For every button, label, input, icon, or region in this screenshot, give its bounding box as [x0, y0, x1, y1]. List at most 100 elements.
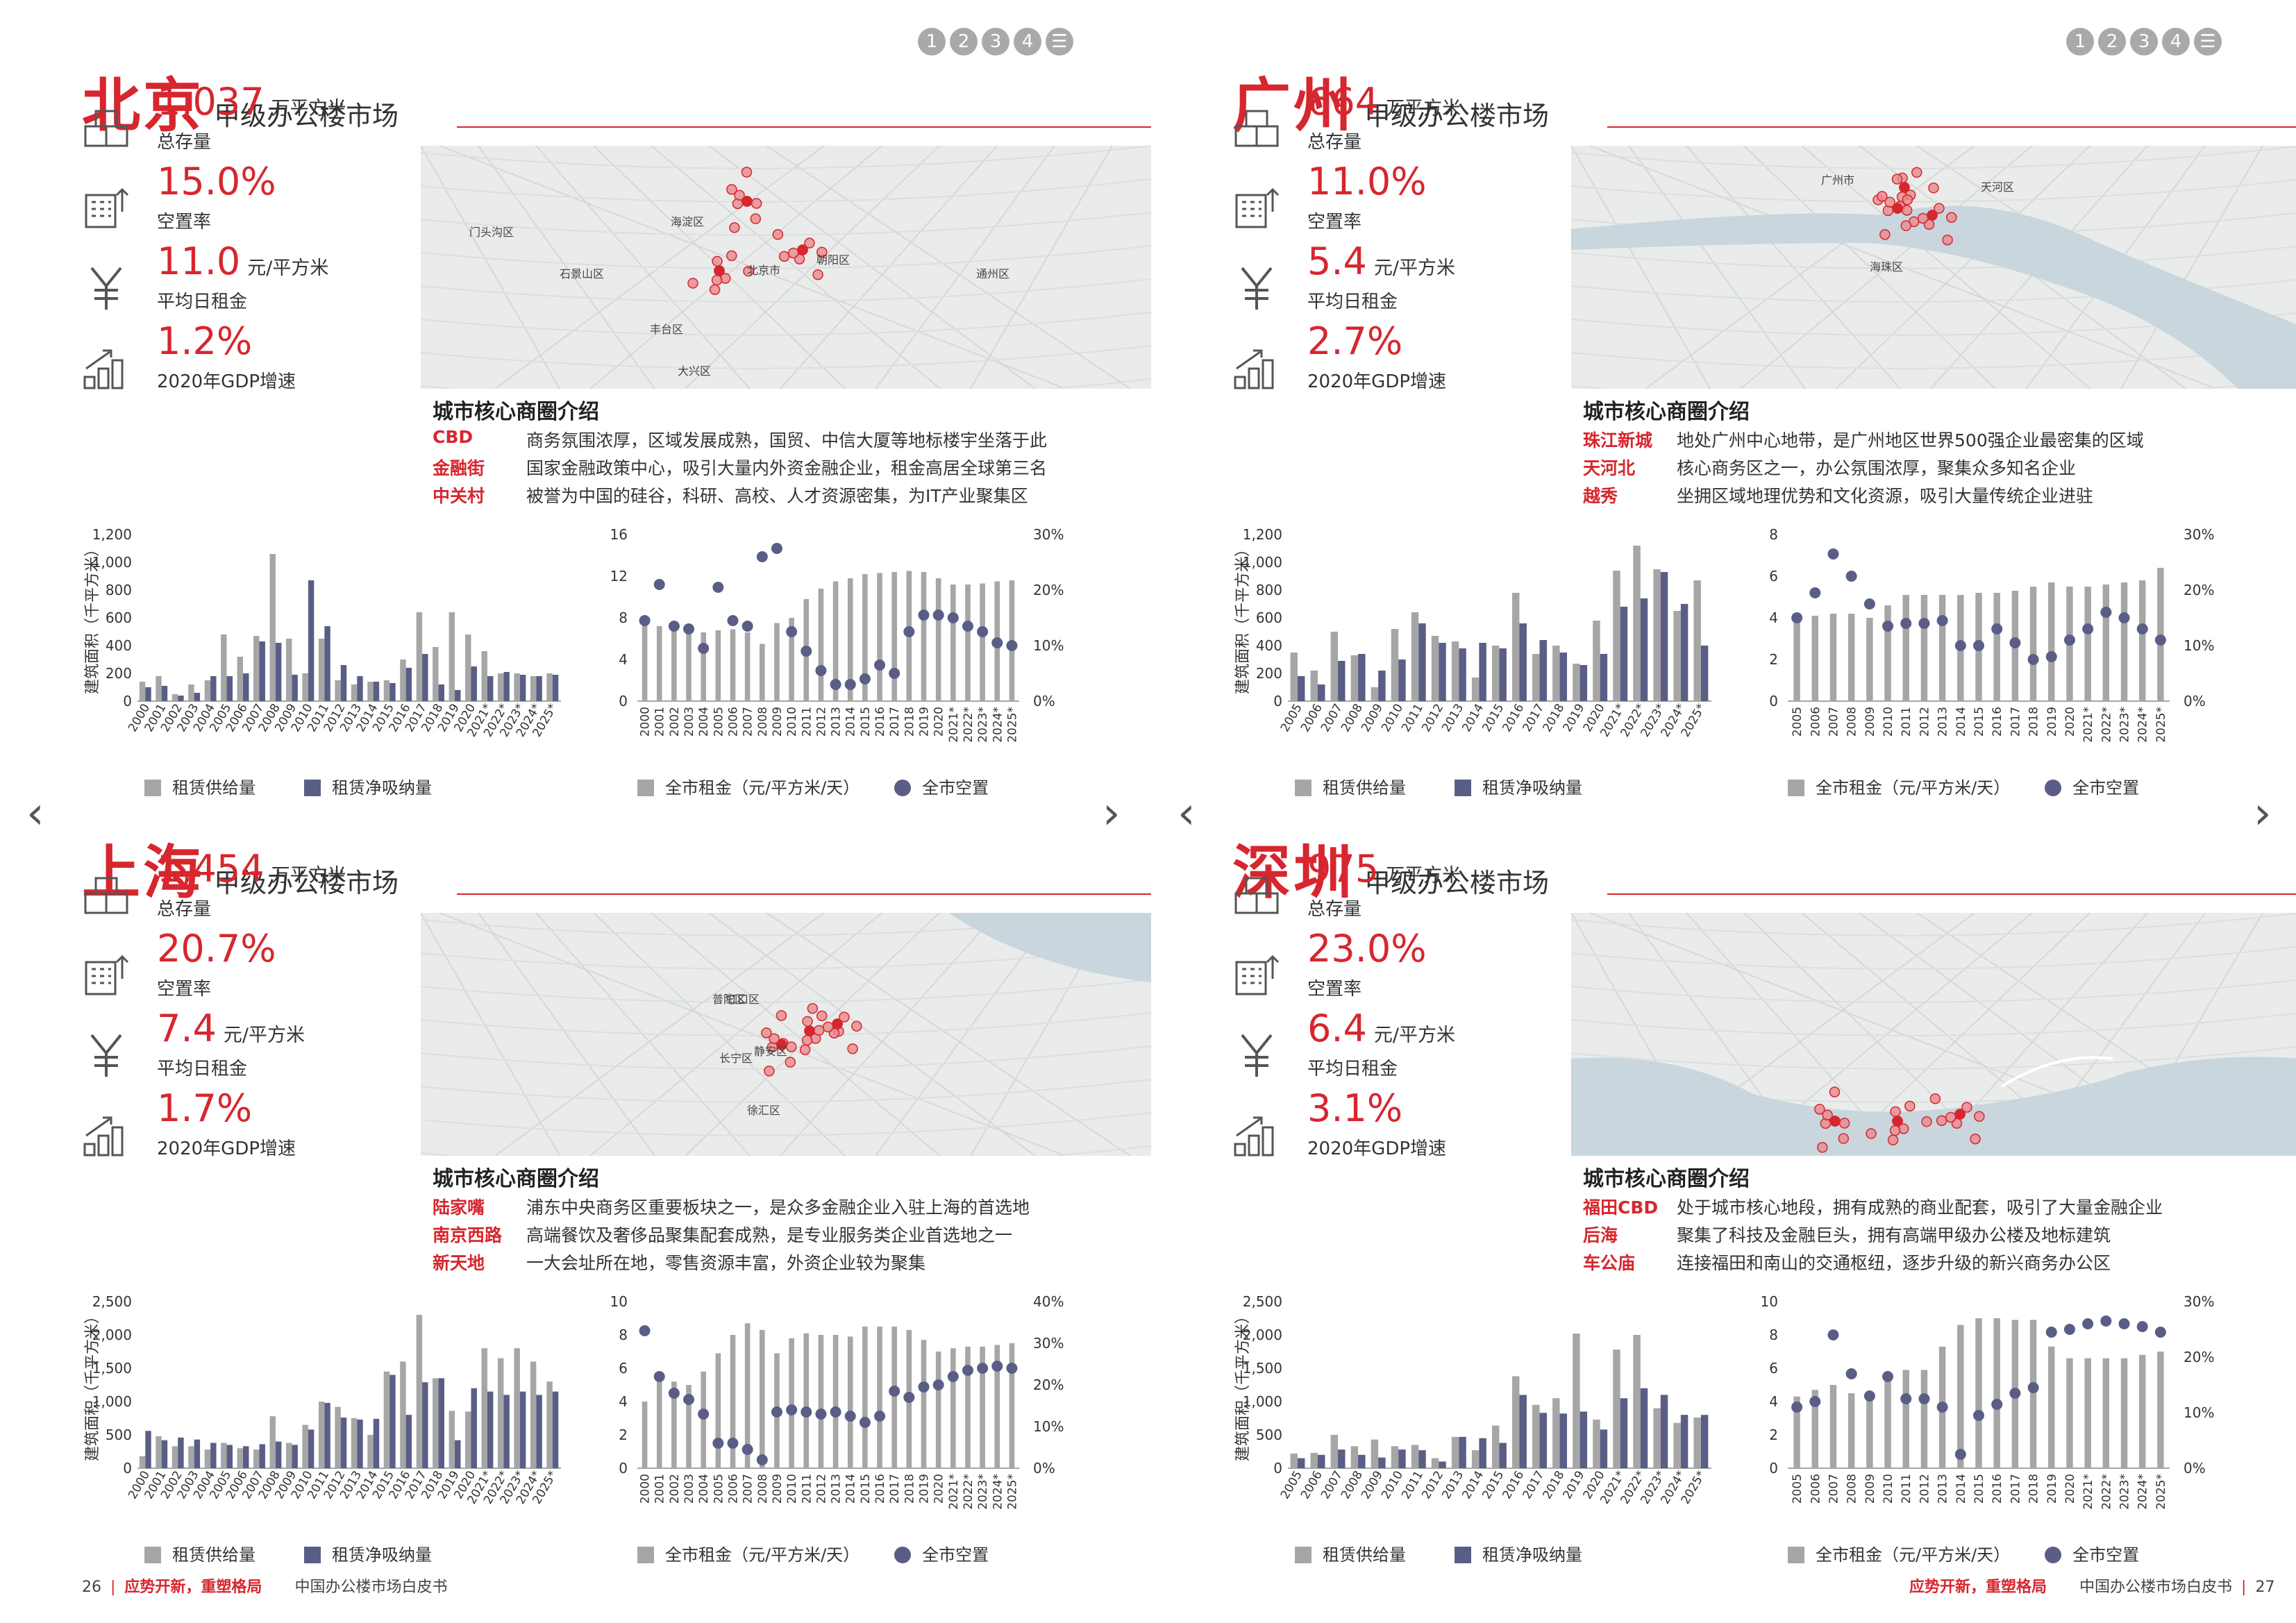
rent-bar	[921, 1340, 927, 1468]
y2-tick-label: 10%	[1033, 1418, 1064, 1435]
stock-value: 975 万平方米	[1307, 850, 1461, 888]
y-tick-label: 1,200	[92, 526, 132, 543]
rent-bar	[686, 633, 692, 701]
city-map: 广州市 天河区 海珠区	[1571, 146, 2296, 389]
chevron-right-icon[interactable]: ›	[1103, 788, 1121, 839]
y-tick-label: 2	[1769, 1427, 1778, 1443]
footer-slogan: 应势开新，重塑格局	[1909, 1579, 2047, 1596]
x-tick-label: 2021*	[947, 1474, 961, 1510]
supply-bar	[1613, 571, 1620, 701]
vacancy-dot	[2082, 623, 2094, 634]
legend-swatch	[637, 1547, 654, 1563]
vacancy-dot	[1006, 640, 1018, 651]
legend-swatch	[637, 780, 654, 796]
legend-label: 全市空置	[2072, 1545, 2140, 1565]
x-tick-label: 2008	[756, 707, 770, 737]
districts-heading: 城市核心商圈介绍	[1583, 400, 1750, 424]
page-dot-4[interactable]: 4	[1014, 28, 1041, 56]
page-dot-3[interactable]: 3	[982, 28, 1009, 56]
y2-tick-label: 30%	[2184, 526, 2214, 543]
supply-bar	[1693, 580, 1701, 701]
chevron-left-icon[interactable]: ‹	[1178, 788, 1196, 839]
vacancy-dot	[1882, 621, 1894, 632]
x-tick-label: 2011	[800, 1474, 814, 1504]
x-tick-label: 2017	[2009, 707, 2022, 737]
rent-bar	[935, 1352, 941, 1468]
absorption-bar	[161, 1440, 168, 1468]
rent-bar	[980, 583, 985, 701]
x-tick-label: 2016	[1991, 1474, 2004, 1504]
chevron-right-icon[interactable]: ›	[2254, 788, 2272, 839]
page-dot-5[interactable]: ☰	[1046, 28, 1073, 56]
district-name: 南京西路	[433, 1225, 503, 1245]
y2-tick-label: 20%	[1033, 582, 1064, 598]
vacancy-number: 20.7%	[157, 927, 276, 970]
supply-bar	[530, 676, 537, 701]
city-name: 上海	[82, 839, 205, 907]
rent-bar	[2120, 1358, 2128, 1468]
page-dot-1[interactable]: 1	[918, 28, 946, 56]
y-tick-label: 600	[106, 609, 132, 626]
rent-bar	[1920, 595, 1928, 701]
legend-label: 租赁供给量	[1323, 1545, 1406, 1565]
vacancy-dot	[889, 668, 900, 679]
rent-bar	[832, 581, 839, 701]
supply-bar	[514, 1348, 520, 1468]
supply-absorption-chart: 05001,0001,5002,0002,500建筑面积（千平方米）200020…	[84, 1293, 561, 1506]
x-tick-label: 2011	[1900, 707, 1913, 737]
vacancy-dot	[962, 621, 973, 632]
rent-bar	[642, 1402, 648, 1468]
supply-bar	[1633, 546, 1641, 701]
x-tick-label: 2009	[771, 1474, 785, 1504]
rent-bar	[950, 585, 956, 701]
page-nav-right[interactable]: 1 2 3 4 ☰	[2066, 28, 2226, 58]
vacancy-dot	[639, 615, 651, 626]
supply-absorption-chart: 02004006008001,0001,200建筑面积（千平方米）2005200…	[1234, 526, 1711, 739]
chevron-left-icon[interactable]: ‹	[26, 788, 44, 839]
supply-bar	[1693, 1418, 1701, 1468]
x-tick-label: 2007	[1827, 707, 1841, 737]
vacancy-dot	[741, 621, 753, 632]
page-dot-1[interactable]: 1	[2066, 28, 2094, 56]
x-tick-label: 2015	[859, 707, 873, 737]
legend-swatch	[1455, 1547, 1471, 1563]
x-tick-label: 2013	[830, 1474, 844, 1504]
supply-bar	[253, 636, 260, 701]
vacancy-dot	[830, 679, 841, 690]
rent-number: 7.4	[157, 1007, 217, 1050]
page-dot-3[interactable]: 3	[2130, 28, 2158, 56]
rent-vacancy-chart: 0 2 4 6 8 10 0% 10% 20% 30% 2005 2006 2007 2008 2009 20…	[1761, 1293, 2215, 1510]
rent-bar	[818, 1335, 824, 1468]
page-dot-2[interactable]: 2	[950, 28, 978, 56]
y-tick-label: 0	[123, 1460, 132, 1477]
x-tick-label: 2018	[2027, 707, 2041, 737]
supply-bar	[302, 673, 308, 701]
absorption-bar	[1700, 1415, 1709, 1468]
vacancy-dot	[1006, 1363, 1018, 1374]
y-axis-label: 建筑面积（千平方米）	[1234, 541, 1252, 694]
district-description: 处于城市核心地段，拥有成熟的商业配套，吸引了大量金融企业	[1677, 1197, 2163, 1218]
page-nav-left[interactable]: 1 2 3 4 ☰	[918, 28, 1078, 58]
page-dot-4[interactable]: 4	[2162, 28, 2190, 56]
page-dot-5[interactable]: ☰	[2194, 28, 2222, 56]
rent-value: 11.0 元/平方米	[157, 243, 328, 280]
y-tick-label: 4	[619, 651, 628, 668]
legend-swatch	[144, 1547, 161, 1563]
gdp-number: 3.1%	[1307, 1086, 1403, 1130]
absorption-bar	[1398, 1449, 1406, 1468]
absorption-bar	[552, 1391, 559, 1468]
rent-bar	[701, 632, 706, 701]
supply-bar	[188, 1446, 194, 1468]
vacancy-value: 11.0%	[1307, 163, 1427, 201]
supply-bar	[449, 1411, 455, 1468]
supply-bar	[1451, 1436, 1459, 1468]
page-dot-2[interactable]: 2	[2098, 28, 2126, 56]
absorption-bar	[405, 668, 412, 701]
absorption-bar	[519, 1391, 526, 1468]
y2-tick-label: 10%	[2184, 1404, 2214, 1421]
supply-bar	[367, 1435, 374, 1468]
rent-label: 平均日租金	[157, 1059, 248, 1079]
map-label: 广州市	[1821, 174, 1854, 187]
x-tick-label: 2006	[727, 707, 741, 737]
rent-bar	[642, 624, 648, 701]
